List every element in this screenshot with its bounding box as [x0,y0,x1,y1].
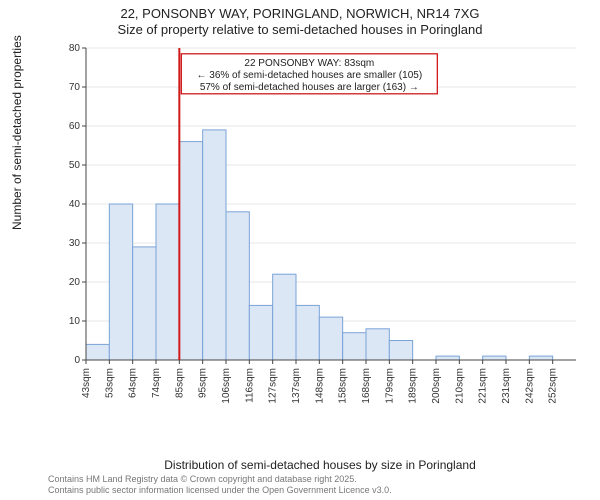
footer-attribution: Contains HM Land Registry data © Crown c… [48,474,392,496]
svg-text:242sqm: 242sqm [524,368,535,404]
bar-15 [436,356,459,360]
svg-text:53sqm: 53sqm [104,368,115,398]
title-line-2: Size of property relative to semi-detach… [0,22,600,38]
bar-9 [296,305,319,360]
bar-0 [86,344,109,360]
svg-text:210sqm: 210sqm [454,368,465,404]
svg-text:74sqm: 74sqm [151,368,162,398]
footer-line-2: Contains public sector information licen… [48,485,392,496]
chart-area: 0 10 20 30 40 50 60 70 80 43sqm 53sqm 64sqm 74sqm 85s… [60,44,580,414]
svg-text:50: 50 [69,160,81,171]
annotation-line-0: 22 PONSONBY WAY: 83sqm [244,58,374,69]
svg-text:70: 70 [69,82,81,93]
title-line-1: 22, PONSONBY WAY, PORINGLAND, NORWICH, N… [0,6,600,22]
svg-text:252sqm: 252sqm [548,368,559,404]
svg-text:106sqm: 106sqm [221,368,232,404]
annotation-line-2: 57% of semi-detached houses are larger (… [200,82,419,93]
svg-text:40: 40 [69,199,81,210]
svg-text:200sqm: 200sqm [431,368,442,404]
annotation-line-1: ← 36% of semi-detached houses are smalle… [196,70,422,81]
bar-5 [203,130,226,360]
svg-text:116sqm: 116sqm [244,368,255,403]
y-axis-label: Number of semi-detached properties [10,35,24,230]
svg-text:95sqm: 95sqm [198,368,209,398]
svg-text:60: 60 [69,121,81,132]
svg-text:189sqm: 189sqm [408,368,419,404]
svg-text:10: 10 [69,316,81,327]
svg-text:158sqm: 158sqm [338,368,349,404]
svg-text:20: 20 [69,277,81,288]
svg-text:221sqm: 221sqm [478,368,489,404]
bar-10 [319,317,342,360]
svg-text:64sqm: 64sqm [128,368,139,398]
bar-19 [529,356,552,360]
bar-4 [179,142,202,360]
svg-text:85sqm: 85sqm [174,368,185,398]
bar-3 [156,204,179,360]
bar-2 [133,247,156,360]
svg-text:231sqm: 231sqm [501,368,512,404]
bar-6 [226,212,249,360]
bar-12 [366,329,389,360]
svg-text:80: 80 [69,44,81,54]
svg-text:127sqm: 127sqm [268,368,279,404]
title-block: 22, PONSONBY WAY, PORINGLAND, NORWICH, N… [0,0,600,39]
bar-7 [249,305,272,360]
svg-text:43sqm: 43sqm [81,368,92,398]
bar-17 [483,356,506,360]
bar-1 [109,204,132,360]
svg-text:30: 30 [69,238,81,249]
histogram-plot: 0 10 20 30 40 50 60 70 80 43sqm 53sqm 64sqm 74sqm 85s… [60,44,580,414]
footer-line-1: Contains HM Land Registry data © Crown c… [48,474,392,485]
bar-11 [343,333,366,360]
bar-8 [273,274,296,360]
svg-text:168sqm: 168sqm [361,368,372,404]
bar-13 [389,341,412,361]
svg-text:148sqm: 148sqm [314,368,325,404]
svg-text:0: 0 [74,355,80,366]
svg-text:137sqm: 137sqm [291,368,302,404]
svg-text:179sqm: 179sqm [384,368,395,404]
x-axis-label: Distribution of semi-detached houses by … [60,458,580,472]
